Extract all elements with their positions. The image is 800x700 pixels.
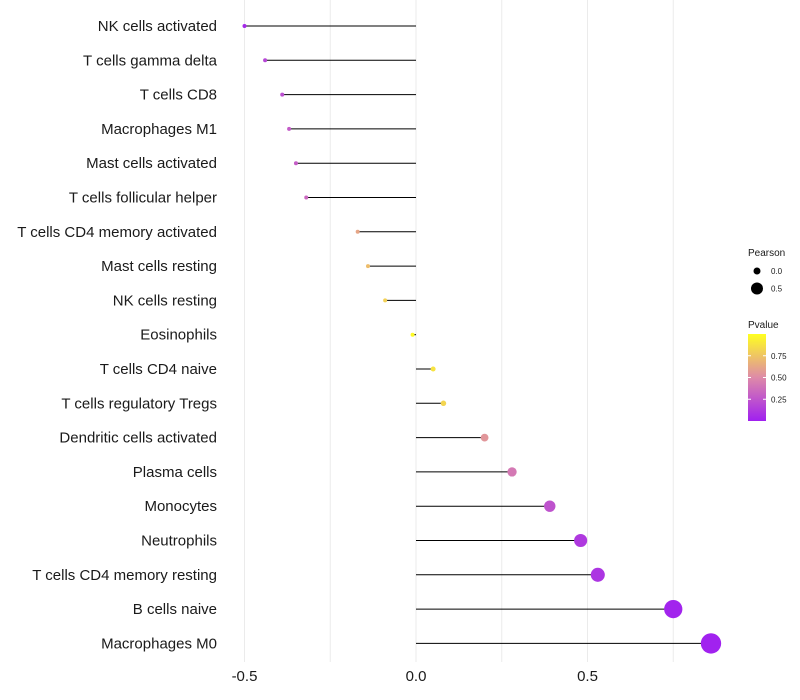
size-legend-key <box>753 267 761 275</box>
x-tick-label: 0.0 <box>406 668 427 685</box>
y-tick-label: B cells naive <box>133 601 217 618</box>
y-tick-label: T cells CD8 <box>140 87 217 104</box>
lollipop-point <box>430 366 436 372</box>
y-tick-label: T cells CD4 memory resting <box>32 567 217 584</box>
x-tick-label: -0.5 <box>232 668 258 685</box>
lollipop-point <box>263 58 268 63</box>
lollipop-point <box>574 533 588 548</box>
colorbar-tick-label: 0.25 <box>771 395 787 404</box>
lollipop-point <box>355 229 360 234</box>
y-axis-labels: NK cells activated T cells gamma delta T c… <box>17 18 217 652</box>
y-tick-label: NK cells activated <box>98 18 217 35</box>
legend: Pearson Pvalue 0.0 0.5 0.75 0.50 0.25 <box>748 248 787 421</box>
grid-layer <box>244 0 674 662</box>
y-tick-label: Macrophages M0 <box>101 635 217 652</box>
y-tick-label: NK cells resting <box>113 292 217 309</box>
x-axis-ticks: -0.5 0.0 0.5 <box>232 668 598 685</box>
lollipop-point <box>590 567 605 582</box>
y-tick-label: Plasma cells <box>133 464 217 481</box>
lollipop-point <box>383 298 388 303</box>
colorbar-tick-label: 0.75 <box>771 352 787 361</box>
lollipop-point <box>700 633 722 654</box>
y-tick-label: Mast cells activated <box>86 155 217 172</box>
y-tick-label: Neutrophils <box>141 533 217 550</box>
y-tick-label: Macrophages M1 <box>101 121 217 138</box>
lollipop-point <box>410 332 415 337</box>
y-tick-label: T cells CD4 memory activated <box>17 224 217 241</box>
lollipop-point <box>293 161 298 166</box>
lollipop-point <box>480 433 489 442</box>
y-tick-label: T cells CD4 naive <box>100 361 217 378</box>
size-legend-label: 0.5 <box>771 285 783 294</box>
lollipop-point <box>304 195 309 200</box>
y-tick-label: T cells follicular helper <box>69 190 217 207</box>
lollipop-point <box>664 599 683 619</box>
y-tick-label: T cells regulatory Tregs <box>61 395 217 412</box>
x-tick-label: 0.5 <box>577 668 598 685</box>
size-legend-key <box>751 282 763 295</box>
lollipop-point <box>365 264 370 269</box>
color-legend-title: Pvalue <box>748 320 779 331</box>
colorbar-tick-label: 0.50 <box>771 374 787 383</box>
lollipop-point <box>280 92 285 97</box>
lollipop-point <box>507 467 517 477</box>
lollipop-point <box>544 500 556 512</box>
y-tick-label: Eosinophils <box>140 327 217 344</box>
size-legend-label: 0.0 <box>771 267 783 276</box>
y-tick-label: Mast cells resting <box>101 258 217 275</box>
lollipop-point <box>287 126 292 131</box>
point-layer <box>242 24 722 654</box>
lollipop-point <box>242 24 247 28</box>
y-tick-label: T cells gamma delta <box>83 52 218 69</box>
size-legend-title: Pearson <box>748 248 785 259</box>
y-tick-label: Dendritic cells activated <box>59 430 217 447</box>
y-tick-label: Monocytes <box>144 498 217 515</box>
pvalue-colorbar <box>748 334 766 421</box>
lollipop-point <box>440 400 447 407</box>
segment-layer <box>244 25 711 644</box>
